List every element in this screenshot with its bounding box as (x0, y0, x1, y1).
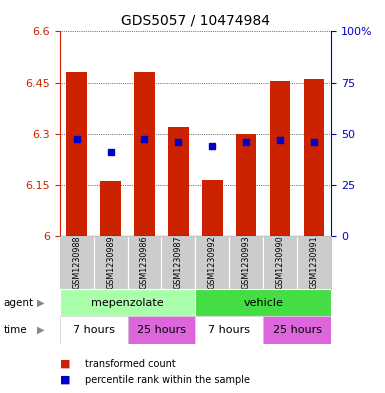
Bar (67, 72, 87, 236)
Text: GSM1230993: GSM1230993 (242, 235, 251, 289)
Text: ▶: ▶ (37, 325, 44, 335)
Text: 25 hours: 25 hours (273, 325, 322, 335)
Text: time: time (4, 325, 27, 335)
Bar (60, 316, 127, 344)
Bar (304, 79, 324, 236)
Bar (60, 289, 195, 316)
Bar (229, 236, 263, 289)
Text: agent: agent (4, 298, 34, 308)
Bar (263, 316, 331, 344)
Text: GSM1230989: GSM1230989 (106, 235, 115, 289)
Text: GSM1230991: GSM1230991 (310, 235, 319, 289)
Bar (168, 127, 189, 236)
Text: 7 hours: 7 hours (208, 325, 250, 335)
Bar (60, 236, 94, 289)
Text: 25 hours: 25 hours (137, 325, 186, 335)
Text: GSM1230988: GSM1230988 (72, 235, 81, 289)
Text: mepenzolate: mepenzolate (91, 298, 164, 308)
Text: GSM1230986: GSM1230986 (140, 235, 149, 289)
Bar (270, 81, 290, 236)
Bar (195, 236, 229, 289)
Text: GSM1230987: GSM1230987 (174, 235, 183, 289)
Bar (94, 236, 127, 289)
Text: ■: ■ (60, 375, 70, 385)
Bar (263, 236, 297, 289)
Bar (134, 72, 155, 236)
Text: vehicle: vehicle (243, 298, 283, 308)
Bar (100, 181, 121, 236)
Text: ■: ■ (60, 358, 70, 369)
Text: transformed count: transformed count (85, 358, 176, 369)
Bar (195, 289, 331, 316)
Text: ▶: ▶ (37, 298, 44, 308)
Bar (297, 236, 331, 289)
Title: GDS5057 / 10474984: GDS5057 / 10474984 (121, 13, 270, 28)
Bar (127, 236, 161, 289)
Text: percentile rank within the sample: percentile rank within the sample (85, 375, 250, 385)
Text: 7 hours: 7 hours (73, 325, 115, 335)
Bar (236, 134, 256, 236)
Text: GSM1230992: GSM1230992 (208, 235, 217, 289)
Bar (127, 316, 195, 344)
Bar (202, 180, 223, 236)
Bar (195, 316, 263, 344)
Bar (161, 236, 196, 289)
Text: GSM1230990: GSM1230990 (276, 235, 285, 289)
